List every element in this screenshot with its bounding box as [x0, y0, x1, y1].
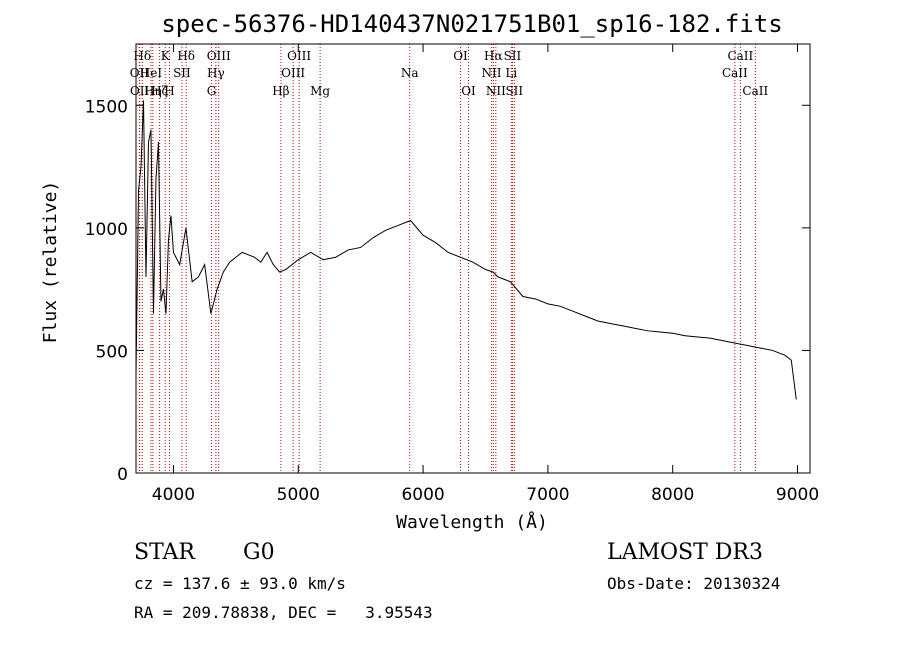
- chart-title: spec-56376-HD140437N021751B01_sp16-182.f…: [161, 10, 782, 38]
- line-label-22: NII: [486, 84, 506, 98]
- line-label-18: OI: [453, 49, 468, 63]
- line-label-3: HeI: [140, 66, 163, 80]
- x-tick-label-0: 4000: [152, 485, 195, 505]
- line-label-15: OIII: [281, 66, 305, 80]
- spectral-line-markers: [138, 44, 756, 473]
- object-class: STAR: [134, 540, 195, 565]
- object-subclass: G0: [243, 540, 275, 565]
- line-label-23: SII: [504, 49, 522, 63]
- y-tick-label-0: 0: [117, 465, 128, 485]
- x-tick-label-4: 8000: [651, 485, 694, 505]
- line-label-1: OII: [130, 84, 150, 98]
- line-label-28: CaII: [742, 84, 768, 98]
- line-label-17: Na: [401, 66, 419, 80]
- line-label-2: Hδ: [133, 49, 151, 63]
- observation-date: Obs-Date: 20130324: [607, 574, 781, 593]
- line-label-8: H: [164, 84, 174, 98]
- line-label-6: K: [161, 49, 171, 63]
- line-label-21: NII: [481, 66, 501, 80]
- line-label-13: Hβ: [272, 84, 289, 98]
- y-tick-label-2: 1000: [85, 220, 128, 240]
- y-tick-label-3: 1500: [85, 97, 128, 117]
- x-tick-label-1: 5000: [277, 485, 320, 505]
- y-tick-label-1: 500: [96, 342, 128, 362]
- line-label-11: Hγ: [207, 66, 225, 80]
- line-label-20: Hα: [484, 49, 503, 63]
- line-label-14: OIII: [287, 49, 311, 63]
- redshift-velocity: cz = 137.6 ± 93.0 km/s: [134, 574, 346, 593]
- x-axis-label: Wavelength (Å): [396, 511, 548, 533]
- line-label-4: Hη: [144, 84, 162, 98]
- coordinates: RA = 209.78838, DEC = 3.95543: [134, 603, 433, 622]
- line-label-27: CaII: [722, 66, 748, 80]
- line-label-9: Hδ: [177, 49, 195, 63]
- survey-name: LAMOST DR3: [607, 540, 763, 565]
- x-tick-label-2: 6000: [401, 485, 444, 505]
- line-label-12: G: [207, 84, 217, 98]
- line-label-10: OIII: [207, 49, 231, 63]
- plot-frame: [135, 43, 811, 474]
- x-tick-label-3: 7000: [526, 485, 569, 505]
- x-axis-ticks: 4000 5000 6000 7000 8000 9000: [152, 44, 819, 505]
- y-axis-label: Flux (relative): [40, 181, 61, 344]
- line-label-7: SII: [173, 66, 191, 80]
- flux-series-line: [135, 100, 797, 400]
- line-label-24: Li: [505, 66, 517, 80]
- x-tick-label-5: 9000: [776, 485, 819, 505]
- line-label-25: SII: [505, 84, 523, 98]
- line-label-0: OII: [130, 66, 150, 80]
- line-label-26: CaII: [727, 49, 753, 63]
- line-label-16: Mg: [310, 84, 330, 98]
- y-axis-ticks: 0 500 1000 1500: [85, 97, 810, 485]
- line-label-5: Hζ: [151, 84, 168, 98]
- line-label-19: OI: [461, 84, 476, 98]
